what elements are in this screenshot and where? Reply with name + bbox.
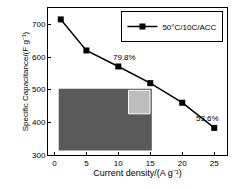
svg-text:10: 10 bbox=[114, 159, 123, 168]
svg-text:79.8%: 79.8% bbox=[113, 53, 136, 62]
svg-text:700: 700 bbox=[32, 20, 46, 29]
svg-text:300: 300 bbox=[32, 151, 46, 160]
svg-text:15: 15 bbox=[146, 159, 155, 168]
svg-text:53.6%: 53.6% bbox=[196, 114, 219, 123]
svg-text:50°C/10C/ACC: 50°C/10C/ACC bbox=[162, 23, 216, 32]
svg-text:Specific Capacitance/(F g⁻¹): Specific Capacitance/(F g⁻¹) bbox=[21, 31, 30, 131]
svg-text:Current density/(A g⁻¹): Current density/(A g⁻¹) bbox=[93, 168, 182, 178]
svg-text:0: 0 bbox=[52, 159, 57, 168]
svg-text:400: 400 bbox=[32, 118, 46, 127]
svg-text:25: 25 bbox=[210, 159, 219, 168]
svg-text:5: 5 bbox=[84, 159, 89, 168]
svg-text:20: 20 bbox=[178, 159, 187, 168]
svg-text:600: 600 bbox=[32, 53, 46, 62]
svg-text:500: 500 bbox=[32, 85, 46, 94]
